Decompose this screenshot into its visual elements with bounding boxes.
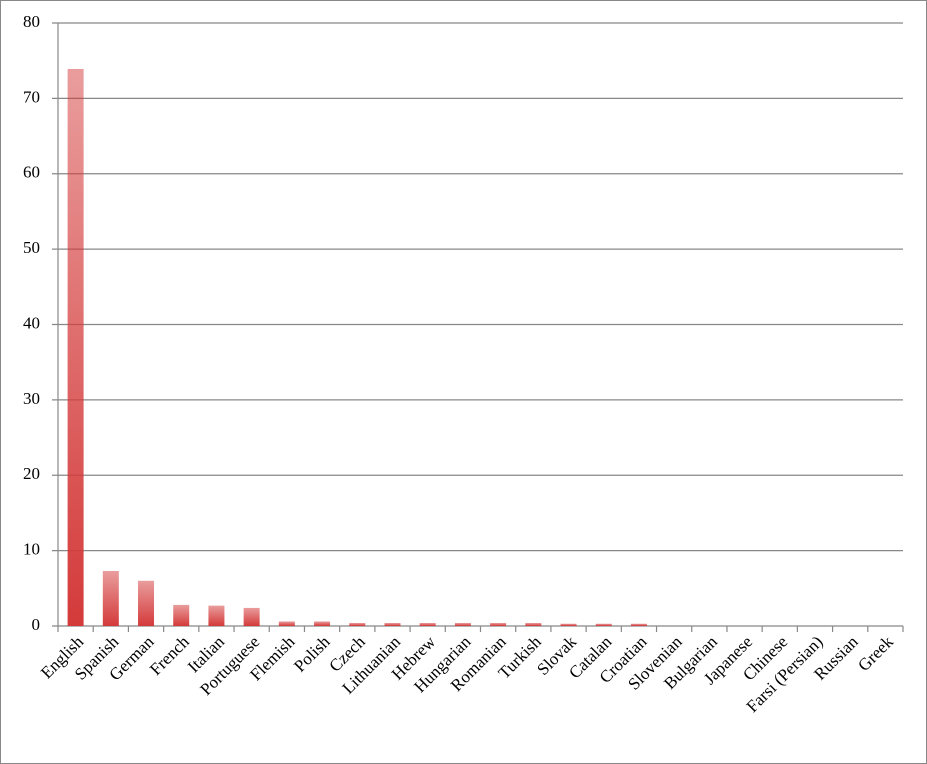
y-tick-label: 30 xyxy=(23,389,40,408)
y-tick-label: 10 xyxy=(23,540,40,559)
y-tick-label: 70 xyxy=(23,87,40,106)
bar xyxy=(595,623,612,626)
bar xyxy=(208,605,225,626)
y-tick-label: 80 xyxy=(23,12,40,31)
bar xyxy=(384,622,401,626)
bar xyxy=(173,604,190,626)
y-tick-label: 20 xyxy=(23,464,40,483)
bar xyxy=(630,623,647,626)
bar xyxy=(102,570,119,626)
y-tick-label: 50 xyxy=(23,238,40,257)
bar xyxy=(349,622,366,626)
y-tick-label: 40 xyxy=(23,313,40,332)
bar xyxy=(454,622,471,626)
bar xyxy=(525,622,542,626)
bar xyxy=(138,580,155,626)
y-tick-label: 60 xyxy=(23,163,40,182)
bar xyxy=(278,621,295,626)
bar xyxy=(243,607,260,626)
bar xyxy=(67,68,84,626)
bar xyxy=(560,623,577,626)
bar xyxy=(490,622,507,626)
y-tick-label: 0 xyxy=(32,615,41,634)
bar xyxy=(314,621,331,626)
bar xyxy=(419,622,436,626)
